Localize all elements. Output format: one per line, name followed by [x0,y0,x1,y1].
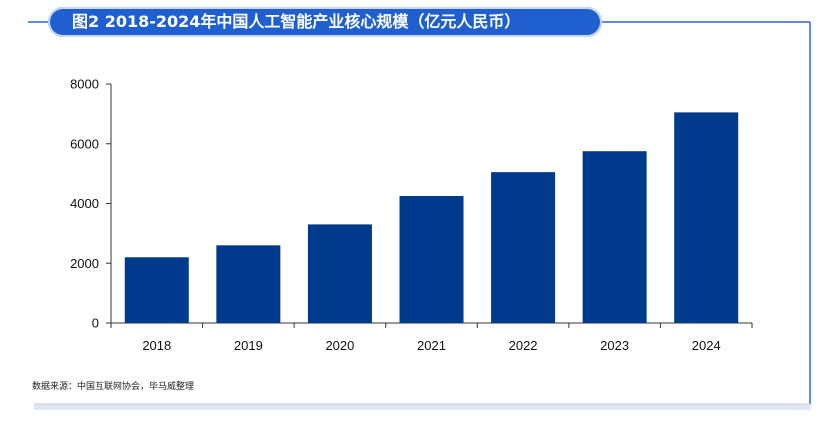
y-tick-label: 6000 [70,136,99,151]
bar-2023 [582,151,647,323]
y-tick-label: 0 [92,316,99,331]
chart-title: 图2 2018-2024年中国人工智能产业核心规模（亿元人民币） [72,12,521,31]
y-tick-label: 2000 [70,256,99,271]
x-tick-label: 2024 [692,338,721,353]
title-pill [48,7,602,37]
bar-2024 [674,112,739,323]
bar-2019 [216,245,281,323]
y-tick-labels: 0 2000 4000 6000 8000 [70,77,99,331]
bar-2022 [491,172,556,323]
x-tick-label: 2020 [325,338,354,353]
chart-bars [124,112,739,323]
x-tick-label: 2021 [417,338,446,353]
y-tick-label: 4000 [70,196,99,211]
bar-2018 [124,257,189,323]
card-shadow [34,404,811,410]
x-tick-labels: 2018 2019 2020 2021 2022 2023 2024 [142,338,720,353]
source-note: 数据来源：中国互联网协会，毕马威整理 [32,382,195,392]
bar-2021 [399,196,464,323]
x-tick-label: 2019 [234,338,263,353]
y-tick-label: 8000 [70,77,99,92]
x-tick-label: 2018 [142,338,171,353]
bar-2020 [307,224,372,323]
x-tick-label: 2023 [600,338,629,353]
x-tick-label: 2022 [509,338,538,353]
